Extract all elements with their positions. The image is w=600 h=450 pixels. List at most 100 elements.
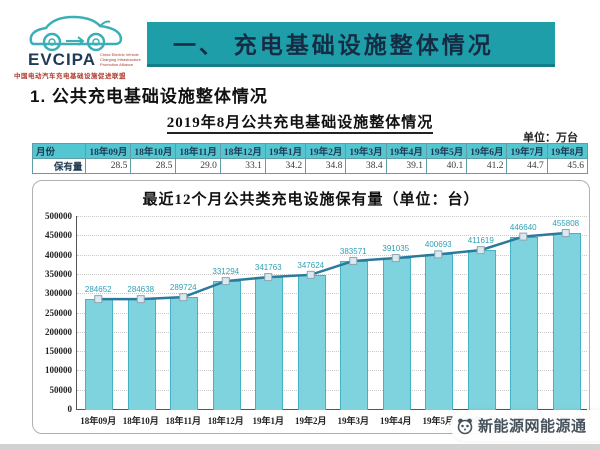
x-axis-tick-label: 19年4月 — [379, 416, 412, 426]
bar-18年11月 — [170, 297, 199, 410]
chart-title: 最近12个月公共类充电设施保有量（单位：台） — [142, 192, 480, 208]
table-month-cell: 19年5月 — [425, 143, 468, 159]
table-value-cell: 38.4 — [345, 158, 387, 174]
x-axis-tick-label: 18年12月 — [207, 416, 244, 426]
gridline — [77, 312, 587, 314]
line-marker — [306, 270, 315, 279]
table-value-cell: 29.0 — [175, 158, 221, 174]
bar-19年4月 — [382, 258, 411, 410]
table-month-cell: 19年8月 — [546, 143, 589, 159]
table-value-cell: 45.6 — [546, 158, 589, 174]
watermark-text: 新能源网能源通 — [478, 419, 587, 435]
table-value-cell: 34.8 — [305, 158, 347, 174]
table-header-row: 月份 18年09月 18年10月 18年11月 18年12月 19年1月 19年2月 19年… — [31, 143, 589, 159]
gridline — [77, 370, 587, 372]
data-label: 289724 — [169, 283, 197, 293]
gridline — [77, 273, 587, 275]
data-label: 400693 — [424, 240, 452, 250]
table-unit-label: 单位：万台 — [523, 132, 578, 144]
panda-icon — [457, 418, 473, 434]
table-value-cell: 39.1 — [385, 158, 427, 174]
x-axis-tick-label: 19年3月 — [337, 416, 370, 426]
y-axis-tick-label: 350000 — [45, 268, 72, 279]
table-value-cell: 44.7 — [506, 158, 548, 174]
section-heading: 1. 公共充电基础设施整体情况 — [30, 87, 268, 106]
data-label: 331294 — [212, 267, 240, 277]
bar-19年8月 — [552, 233, 581, 410]
bar-19年6月 — [467, 250, 496, 410]
y-axis-tick-label: 50000 — [49, 384, 73, 395]
x-axis-tick-label: 19年5月 — [422, 416, 455, 426]
gridline — [77, 235, 587, 237]
table-month-cell: 19年1月 — [264, 143, 307, 159]
y-axis-tick-label: 250000 — [45, 307, 72, 318]
line-marker — [179, 293, 188, 302]
data-label: 284652 — [84, 285, 112, 295]
bar-19年2月 — [297, 274, 326, 410]
table-title: 2019年8月公共充电基础设施整体情况 — [0, 111, 600, 134]
y-axis-tick-label: 300000 — [45, 288, 72, 299]
bar-19年7月 — [510, 236, 539, 410]
bar-19年5月 — [425, 254, 454, 410]
table-month-cell: 19年7月 — [506, 143, 548, 159]
table-month-cell: 19年6月 — [466, 143, 508, 159]
data-label: 455808 — [552, 219, 580, 229]
chart-plot-area: 0 50000 100000 150000 200000 250000 300000 3500… — [45, 211, 587, 426]
y-axis-tick-label: 200000 — [45, 326, 72, 337]
table-value-cell: 41.2 — [466, 158, 508, 174]
y-axis-tick-label: 0 — [67, 404, 73, 414]
table-month-cell: 19年2月 — [305, 143, 347, 159]
y-axis-tick-label: 100000 — [45, 365, 72, 376]
table-value-cell: 28.5 — [85, 158, 132, 174]
data-label: 391035 — [382, 244, 410, 254]
bar-18年10月 — [127, 299, 156, 410]
line-marker — [94, 295, 103, 304]
monthly-stock-table: 月份 18年09月 18年10月 18年11月 18年12月 19年1月 19年2月 19年… — [31, 143, 589, 174]
x-axis-tick-label: 18年11月 — [165, 416, 202, 426]
line-marker — [434, 250, 443, 259]
title-banner: 一、 充电基础设施整体情况 — [147, 22, 555, 67]
table-value-cell: 40.1 — [425, 158, 468, 174]
table-value-cell: 34.2 — [264, 158, 307, 174]
data-label: 341763 — [254, 263, 282, 273]
bar-18年09月 — [85, 299, 114, 410]
table-value-row: 保有量 28.5 28.5 29.0 33.1 34.2 34.8 38.4 39.1 40.1… — [31, 158, 589, 174]
trend-line — [98, 231, 566, 301]
gridline — [77, 351, 587, 353]
gridline — [77, 254, 587, 256]
data-label: 284638 — [127, 285, 155, 295]
logo-english-text: China Electric Vehicle Charging Infrastr… — [100, 52, 141, 67]
data-label: 383571 — [339, 246, 367, 256]
bar-18年12月 — [212, 281, 241, 410]
table-month-cell: 19年3月 — [345, 143, 387, 159]
line-marker — [264, 273, 273, 282]
line-marker — [349, 256, 358, 265]
table-header-stock: 保有量 — [31, 158, 87, 174]
line-marker — [519, 232, 528, 241]
table-header-month: 月份 — [31, 143, 87, 159]
data-label: 446640 — [509, 222, 537, 232]
table-month-cell: 18年09月 — [85, 143, 132, 159]
x-axis-tick-label: 18年09月 — [80, 416, 117, 426]
gridline — [77, 216, 587, 217]
table-value-cell: 33.1 — [219, 158, 266, 174]
gridline — [77, 293, 587, 295]
gridline — [77, 331, 587, 333]
line-marker — [136, 295, 145, 304]
line-marker — [221, 277, 230, 286]
line-marker — [561, 229, 570, 238]
y-axis-tick-label: 500000 — [45, 211, 72, 221]
trend-line-layer — [94, 229, 570, 304]
x-axis-tick-label: 18年10月 — [122, 416, 159, 426]
data-label: 411619 — [467, 236, 494, 246]
table-month-cell: 19年4月 — [385, 143, 427, 159]
ev-car-icon — [29, 15, 123, 52]
bar-19年3月 — [340, 260, 369, 410]
table-value-cell: 28.5 — [130, 158, 177, 174]
photo-edge-strip — [0, 444, 600, 450]
line-marker — [476, 246, 485, 255]
watermark: 新能源网能源通 — [450, 410, 600, 441]
y-axis-tick-label: 400000 — [45, 249, 72, 260]
chart-container: 最近12个月公共类充电设施保有量（单位：台） 0 50000 100000 15000… — [32, 180, 590, 434]
